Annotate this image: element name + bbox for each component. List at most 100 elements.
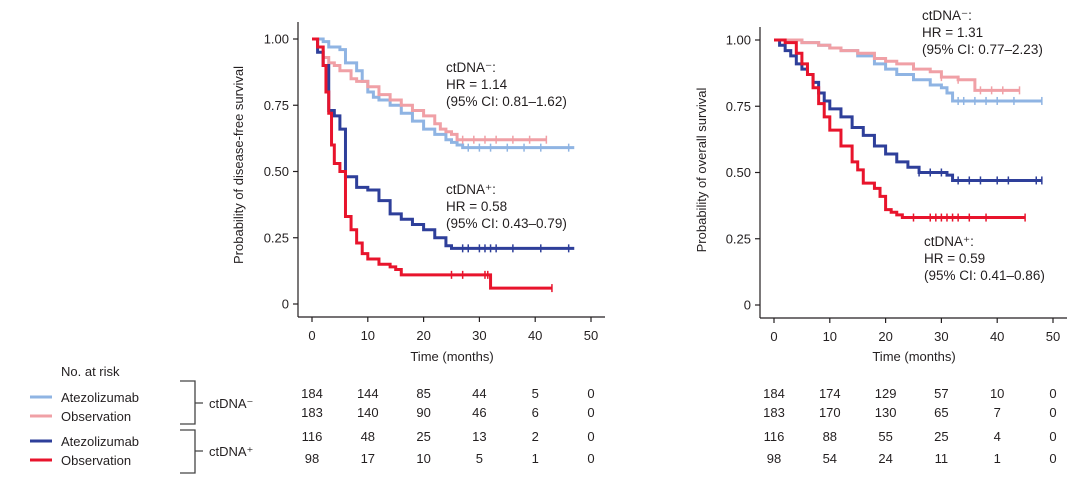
risk-count: 25 <box>934 429 948 444</box>
x-tick-label: 30 <box>472 328 486 343</box>
risk-legend-title: No. at risk <box>61 364 120 379</box>
risk-count: 184 <box>763 386 785 401</box>
risk-count: 46 <box>472 405 486 420</box>
risk-count: 48 <box>361 429 375 444</box>
legend-item-atezolizumab-ctdna-pos: Atezolizumab <box>30 434 139 449</box>
dfs-x-axis-label: Time (months) <box>410 349 493 364</box>
risk-count: 5 <box>532 386 539 401</box>
os-y-ticks: 0 0.25 0.50 0.75 1.00 <box>726 33 760 313</box>
risk-count: 55 <box>878 429 892 444</box>
risk-count: 116 <box>302 429 323 444</box>
risk-count: 88 <box>823 429 837 444</box>
risk-count: 0 <box>1049 429 1056 444</box>
dfs-chart: 0 0.25 0.50 0.75 1.00 0 10 20 30 40 50 Probabilit… <box>231 22 605 364</box>
risk-count: 85 <box>416 386 430 401</box>
legend-label: Observation <box>61 453 131 468</box>
legend-label: Observation <box>61 409 131 424</box>
risk-count: 54 <box>823 451 837 466</box>
risk-count: 24 <box>878 451 892 466</box>
dfs-x-ticks: 0 10 20 30 40 50 <box>308 317 598 343</box>
os-y-axis-label: Probability of overall survival <box>694 88 709 253</box>
risk-count: 98 <box>305 451 319 466</box>
legend-label: Atezolizumab <box>61 434 139 449</box>
risk-count: 0 <box>587 405 594 420</box>
legend-item-atezolizumab-ctdna-neg: Atezolizumab <box>30 390 139 405</box>
risk-count: 7 <box>994 405 1001 420</box>
x-tick-label: 40 <box>990 329 1004 344</box>
os-curve-atezolizumab-ctdna <box>774 38 1042 182</box>
y-tick-label: 0.75 <box>264 98 289 113</box>
dfs-curve-atezolizumab-ctdna <box>312 37 575 150</box>
x-tick-label: 10 <box>361 328 375 343</box>
os-chart: 0 0.25 0.50 0.75 1.00 0 10 20 30 40 50 Probabilit… <box>694 8 1067 364</box>
risk-count: 116 <box>764 429 785 444</box>
risk-count: 0 <box>1049 451 1056 466</box>
risk-count: 10 <box>416 451 430 466</box>
os-x-axis-label: Time (months) <box>872 349 955 364</box>
dfs-annotation-ctdna-neg: ctDNA⁻: HR = 1.14 (95% CI: 0.81–1.62) <box>446 60 567 109</box>
svg-text:HR = 1.31: HR = 1.31 <box>922 25 983 40</box>
y-tick-label: 1.00 <box>264 32 289 47</box>
y-tick-label: 1.00 <box>726 33 751 48</box>
dfs-y-ticks: 0 0.25 0.50 0.75 1.00 <box>264 32 298 312</box>
risk-count: 65 <box>934 405 948 420</box>
risk-count: 0 <box>587 386 594 401</box>
risk-count: 4 <box>994 429 1001 444</box>
y-tick-label: 0.25 <box>726 231 751 246</box>
y-tick-label: 0.25 <box>264 230 289 245</box>
y-tick-label: 0.50 <box>726 165 751 180</box>
x-tick-label: 10 <box>823 329 837 344</box>
dfs-y-axis-label: Probability of disease-free survival <box>231 66 246 264</box>
dfs-curve-observation-ctdna <box>312 37 547 142</box>
x-tick-label: 0 <box>770 329 777 344</box>
risk-count: 183 <box>301 405 323 420</box>
dfs-curves <box>312 37 575 293</box>
bracket-ctdna-pos <box>180 429 203 474</box>
legend-item-observation-ctdna-neg: Observation <box>30 409 131 424</box>
svg-text:(95% CI: 0.81–1.62): (95% CI: 0.81–1.62) <box>446 94 567 109</box>
dfs-curve-observation-ctdna <box>312 37 552 290</box>
legend-item-observation-ctdna-pos: Observation <box>30 453 131 468</box>
risk-count: 17 <box>361 451 375 466</box>
y-tick-label: 0 <box>744 298 751 313</box>
risk-count: 1 <box>532 451 539 466</box>
svg-text:ctDNA⁻:: ctDNA⁻: <box>922 8 972 23</box>
svg-text:ctDNA⁺:: ctDNA⁺: <box>446 182 496 197</box>
risk-count: 57 <box>934 386 948 401</box>
risk-count: 0 <box>1049 405 1056 420</box>
x-tick-label: 50 <box>1046 329 1060 344</box>
svg-text:ctDNA⁺:: ctDNA⁺: <box>924 234 974 249</box>
dfs-risk-table: 184 144 85 44 5 0 183 140 90 46 6 0 116 48 25 13 2 0 98 17 1… <box>301 386 594 466</box>
risk-count: 170 <box>819 405 841 420</box>
x-tick-label: 50 <box>584 328 598 343</box>
risk-count: 184 <box>301 386 323 401</box>
dfs-annotation-ctdna-pos: ctDNA⁺: HR = 0.58 (95% CI: 0.43–0.79) <box>446 182 567 231</box>
svg-text:HR = 1.14: HR = 1.14 <box>446 77 508 92</box>
group-label-ctdna-pos: ctDNA⁺ <box>209 444 253 459</box>
risk-count: 2 <box>532 429 539 444</box>
risk-count: 6 <box>532 405 539 420</box>
y-tick-label: 0.50 <box>264 164 289 179</box>
risk-count: 44 <box>472 386 486 401</box>
risk-count: 174 <box>819 386 841 401</box>
risk-count: 130 <box>875 405 897 420</box>
x-tick-label: 20 <box>878 329 892 344</box>
os-curve-observation-ctdna <box>774 38 1026 220</box>
group-label-ctdna-neg: ctDNA⁻ <box>209 396 253 411</box>
risk-count: 98 <box>767 451 781 466</box>
svg-text:HR = 0.58: HR = 0.58 <box>446 199 507 214</box>
risk-count: 0 <box>587 451 594 466</box>
risk-count: 1 <box>994 451 1001 466</box>
risk-count: 140 <box>357 405 379 420</box>
risk-count: 0 <box>587 429 594 444</box>
risk-count: 183 <box>763 405 785 420</box>
legend-label: Atezolizumab <box>61 390 139 405</box>
x-tick-label: 20 <box>416 328 430 343</box>
risk-legend: No. at risk Atezolizumab Observation Ate… <box>30 364 253 474</box>
y-tick-label: 0 <box>282 297 289 312</box>
x-tick-label: 30 <box>934 329 948 344</box>
risk-count: 10 <box>990 386 1004 401</box>
risk-count: 129 <box>875 386 897 401</box>
x-tick-label: 40 <box>528 328 542 343</box>
